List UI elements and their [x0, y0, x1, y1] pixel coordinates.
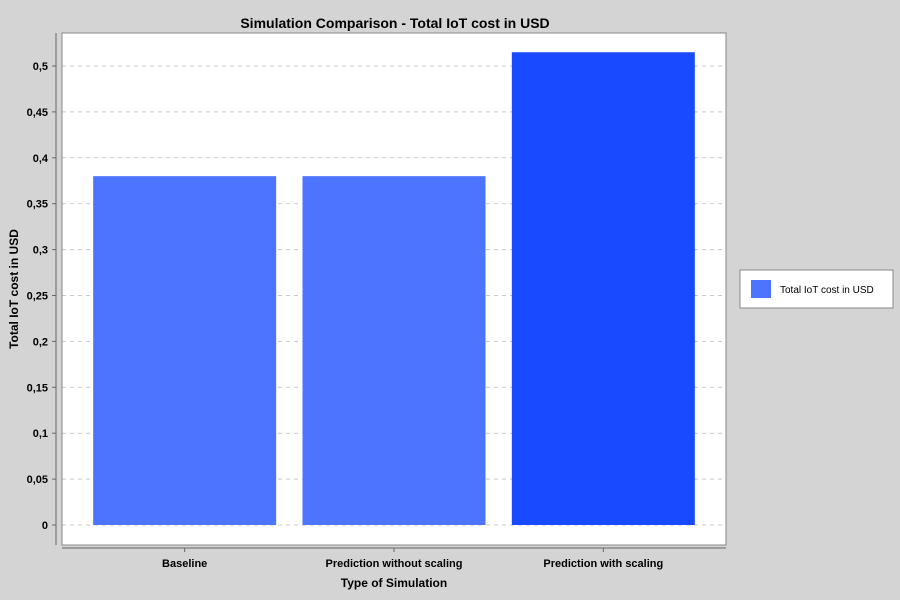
y-axis-ticks: 0 0,05 0,1 0,15 0,2 0,25 0,3 0,35 0,4 0,45 0,5 [27, 61, 56, 532]
legend-swatch [751, 280, 771, 298]
y-tick-label: 0,1 [33, 428, 48, 440]
plot-border [61, 32, 727, 546]
x-axis-ticks: Baseline Prediction without scaling Predic… [162, 548, 663, 570]
x-axis-label: Type of Simulation [341, 576, 447, 590]
chart-title: Simulation Comparison - Total IoT cost i… [240, 15, 549, 31]
y-tick-label: 0,25 [27, 291, 48, 303]
x-tick-label: Baseline [162, 558, 207, 570]
y-tick-label: 0,15 [27, 382, 48, 394]
y-tick-label: 0,2 [33, 336, 48, 348]
bar [511, 52, 695, 525]
x-tick-label: Prediction without scaling [326, 558, 463, 570]
x-tick-label: Prediction with scaling [543, 558, 663, 570]
y-axis-label: Total IoT cost in USD [7, 229, 21, 349]
legend: Total IoT cost in USD [739, 269, 894, 309]
y-tick-label: 0,05 [27, 474, 48, 486]
bars [93, 52, 695, 525]
y-tick-label: 0,5 [33, 61, 48, 73]
bar [302, 176, 486, 525]
y-tick-label: 0,4 [33, 153, 49, 165]
y-tick-label: 0,35 [27, 199, 48, 211]
y-tick-label: 0 [42, 520, 48, 532]
bar [93, 176, 277, 525]
y-tick-label: 0,3 [33, 245, 48, 257]
y-tick-label: 0,45 [27, 107, 48, 119]
legend-label: Total IoT cost in USD [780, 285, 874, 296]
